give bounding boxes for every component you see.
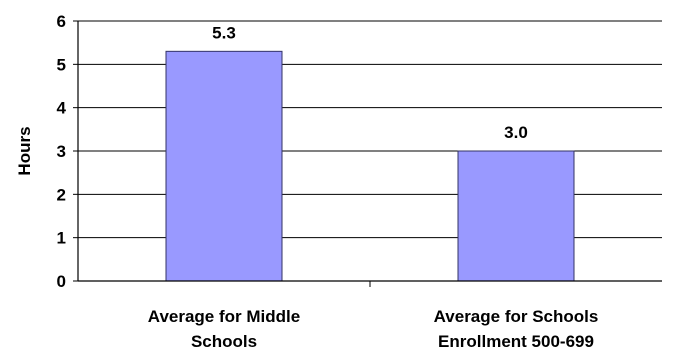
y-tick-label: 4 xyxy=(57,99,67,118)
y-tick-label: 5 xyxy=(57,55,66,74)
y-tick-label: 2 xyxy=(57,185,66,204)
x-category-labels: Average for Middle Schools Average for Sch… xyxy=(148,307,599,351)
y-tick-label: 1 xyxy=(57,229,66,248)
y-tick-label: 6 xyxy=(57,12,66,31)
y-tick-label: 3 xyxy=(57,142,66,161)
x-category-label: Average for Schools Enrollment 500-699 xyxy=(434,307,599,351)
y-axis-title: Hours xyxy=(15,126,34,175)
y-tick-labels: 0 1 2 3 4 5 6 xyxy=(57,12,67,291)
bar xyxy=(457,150,575,282)
bar-value-label: 5.3 xyxy=(212,23,236,42)
bar xyxy=(165,50,283,282)
y-tick-label: 0 xyxy=(57,272,66,291)
bars xyxy=(165,50,575,282)
data-labels: 5.3 3.0 xyxy=(212,23,528,142)
bar-value-label: 3.0 xyxy=(504,123,528,142)
axes xyxy=(73,20,662,287)
x-category-label: Average for Middle Schools xyxy=(148,307,300,351)
